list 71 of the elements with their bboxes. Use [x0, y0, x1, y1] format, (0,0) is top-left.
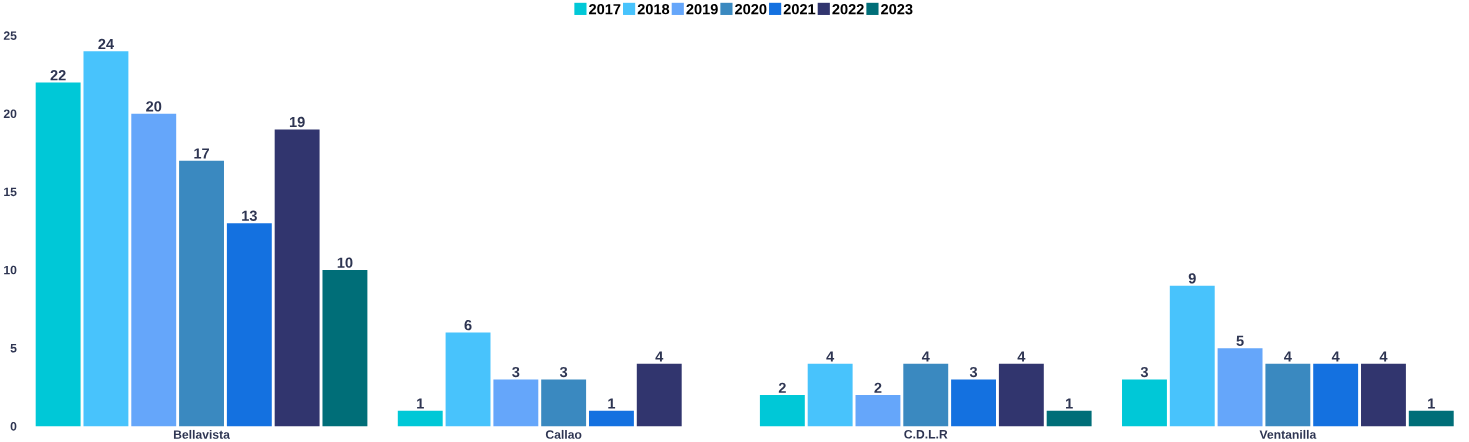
data-label: 1: [608, 398, 616, 409]
bar: [855, 394, 901, 427]
data-label: 3: [512, 366, 520, 378]
data-label: 1: [1066, 398, 1073, 409]
bar: [759, 394, 805, 427]
data-label: 19: [289, 116, 305, 128]
data-label: 2: [874, 382, 882, 393]
bar: [131, 113, 177, 427]
x-tick-label: Bellavista: [173, 429, 230, 439]
data-label: 24: [98, 38, 114, 49]
data-label: 6: [464, 319, 472, 331]
bar: [1217, 348, 1263, 427]
legend-label: 2021: [783, 3, 816, 15]
x-tick-label: Callao: [545, 429, 582, 439]
bar: [179, 160, 224, 427]
bar: [274, 129, 320, 427]
bar: [998, 363, 1044, 427]
data-label: 4: [1017, 351, 1026, 362]
bar: [1169, 285, 1215, 427]
data-label: 10: [337, 257, 353, 268]
data-label: 3: [559, 366, 568, 378]
data-label: 1: [1428, 398, 1435, 409]
legend-label: 2018: [637, 3, 670, 15]
data-label: 3: [1140, 366, 1148, 378]
x-tick-label: C.D.L.R: [904, 429, 948, 439]
bar: [807, 363, 853, 427]
bar: [1408, 410, 1454, 427]
data-label: 3: [969, 366, 978, 378]
data-label: 20: [146, 101, 162, 112]
data-label: 1: [417, 398, 424, 409]
bar: [1265, 363, 1311, 427]
data-label: 4: [655, 351, 664, 362]
y-tick-label: 15: [4, 187, 17, 197]
y-tick-label: 5: [10, 343, 17, 353]
bar: [397, 410, 443, 427]
bar: [493, 379, 539, 427]
bar: [83, 51, 129, 427]
y-tick-label: 20: [3, 109, 17, 118]
data-label: 4: [1331, 351, 1340, 362]
bar: [1122, 379, 1167, 427]
bar: [636, 363, 682, 427]
data-label: 9: [1188, 273, 1196, 284]
legend-label: 2022: [832, 3, 864, 15]
data-label: 2: [778, 382, 786, 393]
data-label: 4: [1284, 351, 1292, 362]
data-label: 5: [1236, 335, 1244, 346]
bar: [1361, 363, 1406, 427]
bar: [322, 269, 368, 427]
bar: [1313, 363, 1359, 427]
y-tick-label: 25: [3, 31, 17, 40]
data-label: 4: [921, 351, 930, 362]
x-tick-label: Ventanilla: [1259, 429, 1317, 439]
bar: [1046, 410, 1092, 427]
bar: [35, 82, 81, 427]
legend-label: 2020: [735, 3, 767, 15]
bar: [951, 379, 996, 427]
bar: [226, 223, 272, 427]
data-label: 4: [826, 351, 835, 362]
bar: [588, 410, 634, 427]
legend-label: 2023: [881, 3, 913, 15]
bar: [445, 332, 491, 427]
data-label: 13: [242, 210, 257, 221]
bar: [541, 379, 587, 427]
data-label: 4: [1379, 351, 1388, 362]
y-tick-label: 10: [4, 265, 17, 275]
legend-label: 2017: [589, 3, 621, 15]
legend-label: 2019: [686, 3, 718, 15]
data-label: 17: [194, 148, 209, 159]
y-tick-label: 0: [10, 421, 17, 431]
bar: [903, 363, 949, 427]
data-label: 22: [50, 69, 66, 81]
